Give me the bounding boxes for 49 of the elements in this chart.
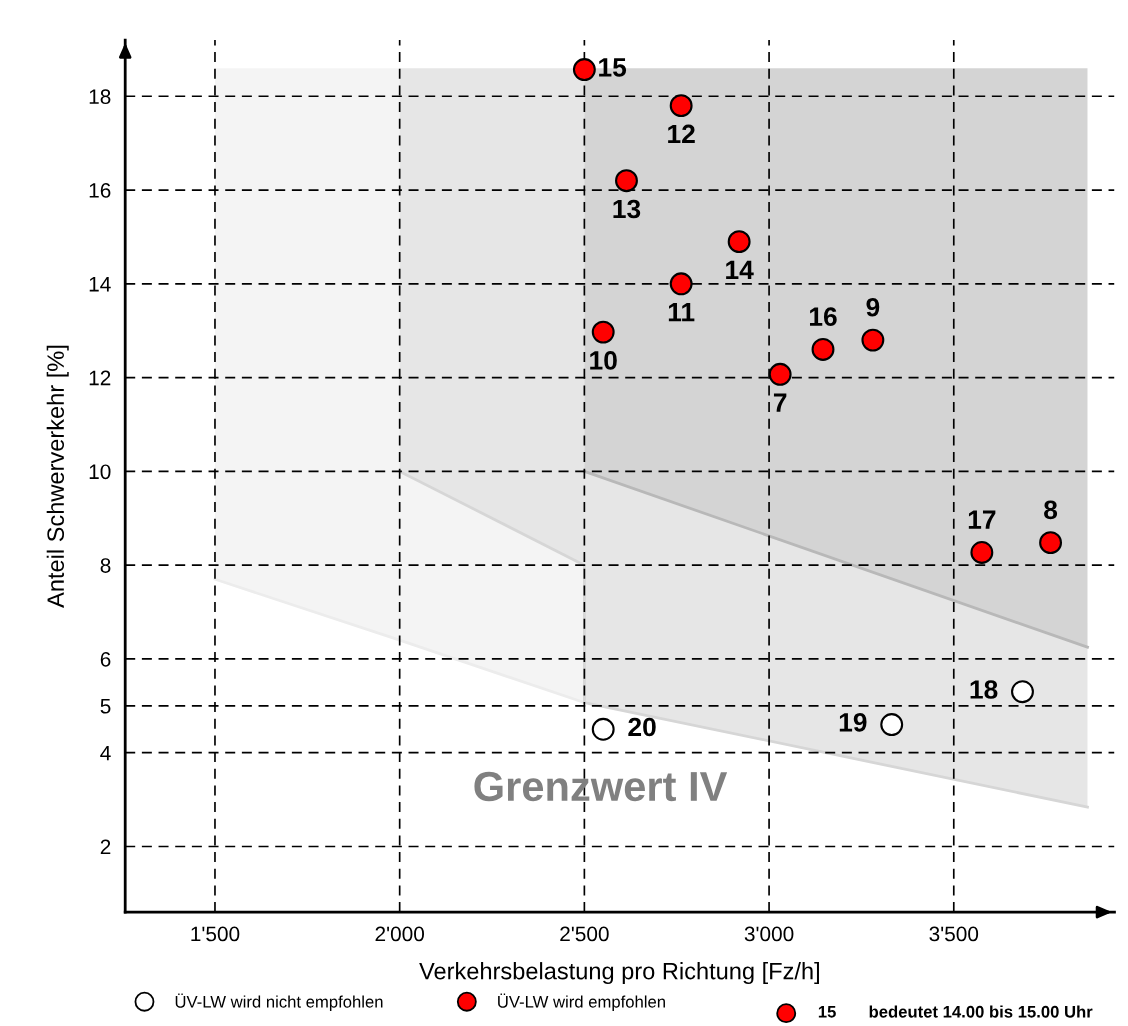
point xyxy=(727,230,751,254)
x-axis-title: Verkehrsbelastung pro Richtung [Fz/h] xyxy=(419,962,819,985)
x-tick-label: 2'000 xyxy=(375,926,425,942)
point xyxy=(669,272,693,296)
annotation: 8 xyxy=(1044,500,1058,520)
y-tick-label: 2 xyxy=(100,839,111,855)
annotation: 11 xyxy=(668,303,695,322)
annotation: 20 xyxy=(628,717,656,737)
y-tick-label: 5 xyxy=(100,699,111,714)
text: 15 xyxy=(818,1006,836,1018)
point xyxy=(1039,531,1063,555)
point xyxy=(591,320,615,344)
y-tick-label: 16 xyxy=(89,183,111,198)
y-tick-label: 18 xyxy=(89,89,111,105)
point xyxy=(970,541,994,564)
x-tick-label: 1'500 xyxy=(191,926,240,942)
annotation: 14 xyxy=(726,260,754,280)
x-tick-label: 3'000 xyxy=(744,926,794,942)
annotation: 12 xyxy=(668,124,695,144)
annotation: 19 xyxy=(839,712,867,732)
legend-label: ÜV-LW wird empfohlen xyxy=(498,993,665,1011)
point xyxy=(615,169,638,193)
point xyxy=(669,94,693,118)
y-tick-label: 12 xyxy=(89,370,111,386)
x-tick-label: 2'500 xyxy=(560,926,609,942)
point xyxy=(1011,680,1034,704)
annotation: 17 xyxy=(968,510,996,529)
y-axis-title: Anteil Schwerverkehr [%] xyxy=(46,345,69,608)
point xyxy=(861,328,885,352)
point xyxy=(880,713,904,737)
point xyxy=(572,58,596,82)
annotation: 18 xyxy=(970,680,998,699)
y-tick-label: 6 xyxy=(100,651,111,667)
annotation: Grenzwert IV xyxy=(474,771,728,802)
annotation: 10 xyxy=(590,351,617,370)
x-tick-label: 3'500 xyxy=(929,926,979,942)
legend-label: ÜV-LW wird nicht empfohlen xyxy=(175,993,383,1011)
point xyxy=(768,362,792,386)
y-tick-label: 10 xyxy=(89,464,111,480)
annotation: 9 xyxy=(866,297,880,317)
y-tick-label: 4 xyxy=(100,745,111,761)
annotation: 13 xyxy=(613,199,641,219)
y-tick-label: 8 xyxy=(100,558,111,573)
annotation: 7 xyxy=(773,393,787,412)
y-tick-label: 14 xyxy=(89,277,111,292)
annotation: 15 xyxy=(599,58,627,77)
annotation: 16 xyxy=(809,307,837,326)
text: bedeutet 14.00 bis 15.00 Uhr xyxy=(869,1005,1093,1018)
point xyxy=(811,338,835,361)
